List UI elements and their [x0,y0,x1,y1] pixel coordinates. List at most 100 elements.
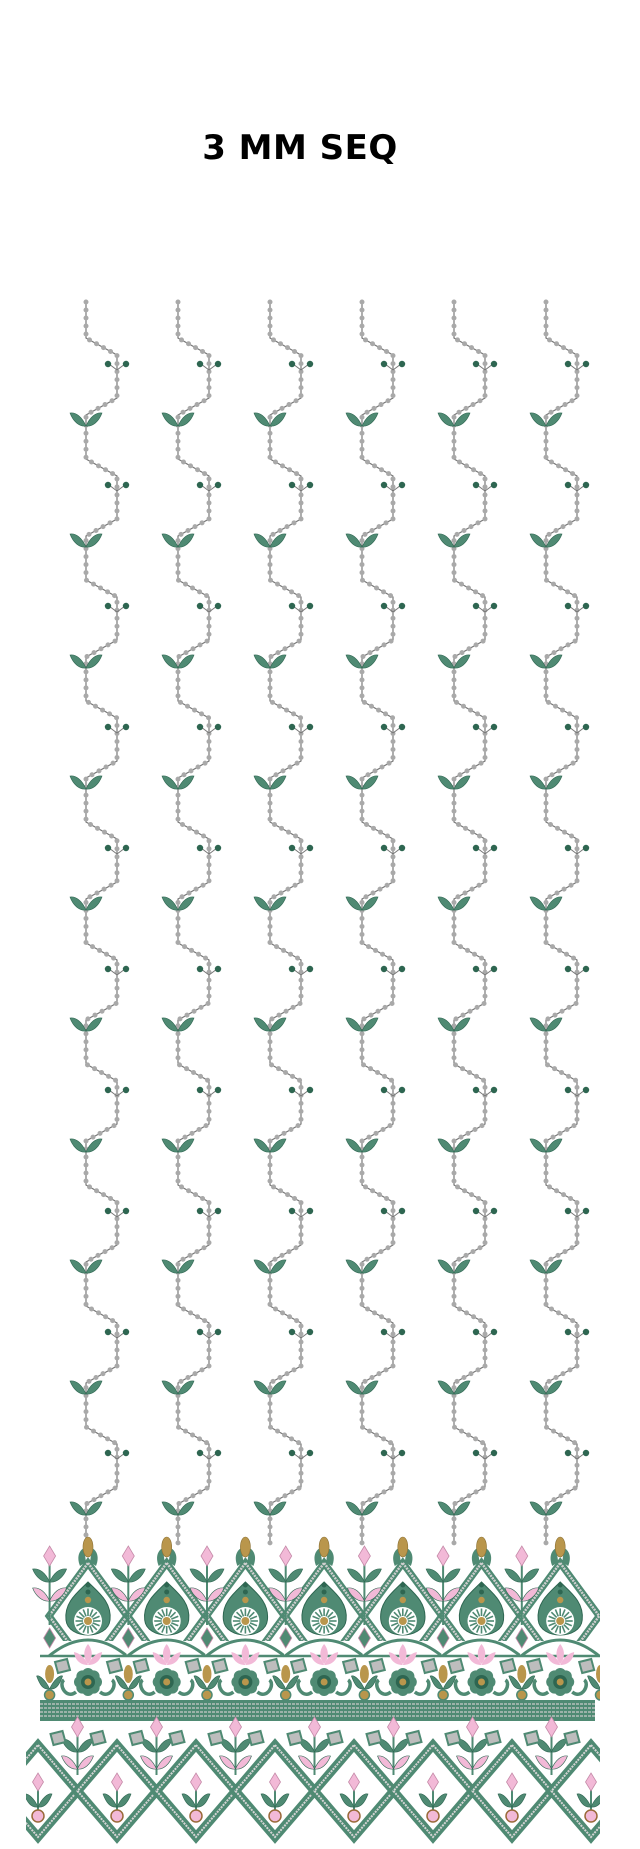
lotus-petal [74,1652,88,1665]
tulip-leaf-motif [345,1017,379,1032]
berry-dot [582,1207,590,1215]
arch [441,1638,522,1658]
leaf [206,1587,225,1602]
medallion-spoke [397,1625,402,1633]
scroll [453,1678,471,1696]
pink-pot [426,1809,440,1823]
gold-bud [476,1536,487,1558]
diamond-frame-satin [440,1560,523,1672]
vine-thread [545,302,578,1544]
medallion-spoke [554,1625,560,1633]
leaf [161,412,179,427]
tulip-leaf-motif [161,1259,195,1274]
leaf [161,1501,179,1516]
leaf [346,1587,365,1602]
pink-bud [436,1545,450,1567]
berry-dot [104,360,112,368]
berry-dot [582,844,590,852]
tulip-leaf-motif [253,533,287,548]
scroll [138,1678,156,1696]
bud-leaves [429,1675,457,1690]
leaf [235,1755,252,1770]
tulip-leaf-motif [345,896,379,911]
dot [400,1589,406,1595]
arch [284,1638,365,1658]
pink-bud [71,1716,84,1738]
leaf [69,654,87,669]
leaf [529,1017,547,1032]
flower-center [399,1678,407,1686]
berry-dot [398,481,406,489]
leaf [345,775,363,790]
dot [84,1596,92,1604]
tulip-leaf-motif [161,1380,195,1395]
berry-dot [214,1449,222,1457]
lotus-petal [241,1644,250,1664]
gold-bud-plant [429,1665,457,1701]
pink-leaves [346,1587,382,1602]
berry-dot [490,844,498,852]
leaf [351,1675,365,1690]
leaf [432,1793,448,1808]
pink-pot [268,1809,282,1823]
lower-bud-plant [365,1716,423,1775]
berry-dot [398,1449,406,1457]
upper-bud-plant [504,1545,540,1649]
pink-bud [466,1716,479,1738]
medallion-spoke [561,1625,566,1633]
medallion-spoke [554,1609,560,1617]
pink-leaves [140,1755,173,1770]
pink-pot [189,1809,203,1823]
berry-dot [122,723,130,731]
leaf [345,533,363,548]
vine-column [161,299,222,1547]
pink-bud [427,1772,439,1792]
leaf [272,1675,287,1690]
lotus-petal [310,1652,325,1665]
bud-leaves [587,1675,600,1690]
sequin-box [405,1729,423,1747]
berry-dot [104,1207,112,1215]
berry-dot [214,360,222,368]
leaf [161,775,179,790]
leaf [437,1259,455,1274]
leaf [206,1675,221,1690]
dot [321,1589,327,1595]
pink-bud [43,1545,57,1567]
medallion-spoke [472,1611,479,1619]
berry-dot [104,844,112,852]
leaf [529,775,547,790]
pink-pot [584,1809,598,1823]
tulip-leaf-motif [437,1380,471,1395]
leaf [472,1755,489,1770]
berry-dot [472,360,480,368]
dot [164,1589,170,1595]
tulip-leaf-motif [253,1138,287,1153]
green-diamond [279,1627,293,1649]
leaf [529,412,547,427]
medallion-center [84,1617,92,1625]
leaf [69,533,87,548]
medallion-spoke [312,1615,320,1620]
leaf [361,896,379,911]
berry-dot [490,360,498,368]
leaf [85,412,103,427]
lotus-petal [402,1652,417,1665]
tulip-leaf-motif [529,533,563,548]
sequin-box [207,1729,225,1747]
leaf [26,1793,39,1808]
berry-dot [288,844,296,852]
tulip-leaf-motif [437,1259,471,1274]
leaf [177,533,195,548]
sequin-box [525,1657,544,1675]
tulip-leaf-motif [345,412,379,427]
tulip-leaf-motif [161,896,195,911]
leaf [314,1755,331,1770]
berry-dot [214,965,222,973]
lower-diamond-motif [26,1738,84,1844]
medallion-spoke [325,1625,330,1633]
leaf [361,1138,379,1153]
sequin-box [365,1729,383,1747]
leaf [269,1259,287,1274]
